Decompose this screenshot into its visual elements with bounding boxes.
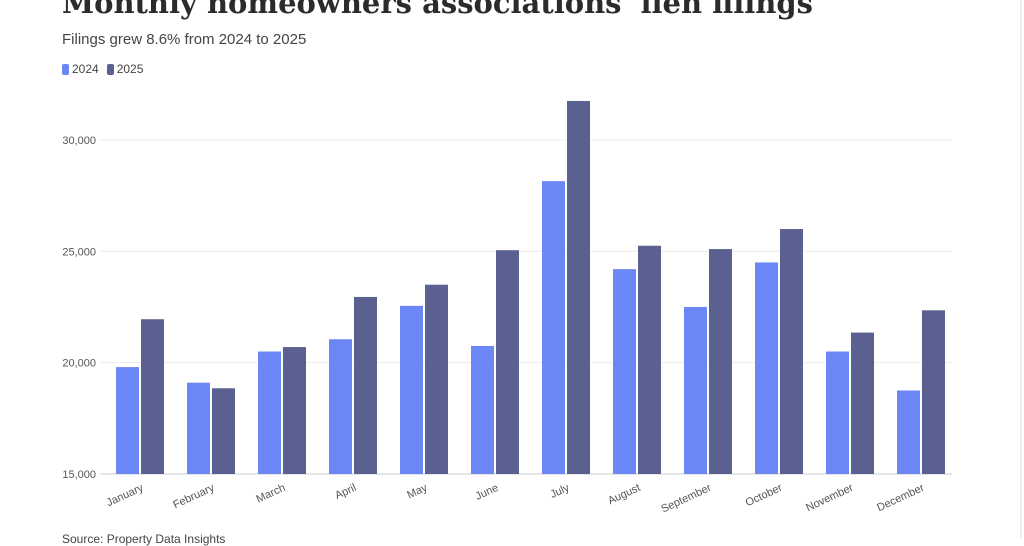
bar-2025-may xyxy=(425,284,448,474)
bar-2025-august xyxy=(638,245,661,474)
bar-2024-september xyxy=(684,306,707,474)
legend-item-2024[interactable]: 2024 xyxy=(62,62,99,76)
x-tick-label: October xyxy=(744,482,785,510)
bar-2025-october xyxy=(780,229,803,474)
bar-2024-january xyxy=(116,367,139,474)
bar-2024-december xyxy=(897,390,920,474)
bar-2024-august xyxy=(613,269,636,474)
bar-2025-july xyxy=(567,100,590,474)
legend-swatch-2025 xyxy=(106,63,114,75)
bar-2025-march xyxy=(283,347,306,474)
x-tick-label: January xyxy=(105,482,146,510)
legend-swatch-2024 xyxy=(62,63,69,75)
bar-2024-june xyxy=(471,345,494,474)
y-tick-label: 15,000 xyxy=(62,469,96,481)
x-tick-label: April xyxy=(333,482,358,502)
chart-title: Monthly homeowners associations' lien fi… xyxy=(62,0,813,20)
x-tick-label: June xyxy=(474,482,501,503)
bar-2025-april xyxy=(354,296,377,474)
x-tick-label: March xyxy=(254,482,287,506)
legend-label-2024: 2024 xyxy=(72,62,99,76)
x-tick-label: July xyxy=(548,482,571,501)
bar-2025-november xyxy=(851,332,874,474)
bar-2025-february xyxy=(212,388,235,474)
y-tick-label: 30,000 xyxy=(62,135,96,147)
bar-2024-may xyxy=(400,305,423,474)
legend-label-2025: 2025 xyxy=(116,62,144,76)
chart-subtitle: Filings grew 8.6% from 2024 to 2025 xyxy=(62,31,307,48)
source-note: Source: Property Data Insights xyxy=(62,532,226,546)
bar-2025-september xyxy=(709,249,732,474)
bar-2025-january xyxy=(141,319,164,474)
bar-2024-april xyxy=(329,339,352,474)
x-tick-label: December xyxy=(875,482,926,514)
y-tick-label: 20,000 xyxy=(62,358,96,370)
bar-2024-november xyxy=(826,351,849,474)
bar-2024-july xyxy=(542,181,565,474)
bar-2024-october xyxy=(755,262,778,474)
bar-2024-march xyxy=(258,351,281,474)
x-tick-label: September xyxy=(659,482,713,516)
x-tick-label: February xyxy=(171,482,216,512)
bar-2025-december xyxy=(922,310,945,474)
x-tick-label: August xyxy=(606,482,642,507)
x-tick-label: May xyxy=(405,482,429,502)
bar-2024-february xyxy=(187,382,210,474)
y-tick-label: 25,000 xyxy=(62,246,96,258)
x-tick-label: November xyxy=(804,482,855,514)
legend: 2024 2025 xyxy=(62,62,143,76)
legend-item-2025[interactable]: 2025 xyxy=(106,62,144,76)
bar-2025-june xyxy=(496,250,519,474)
